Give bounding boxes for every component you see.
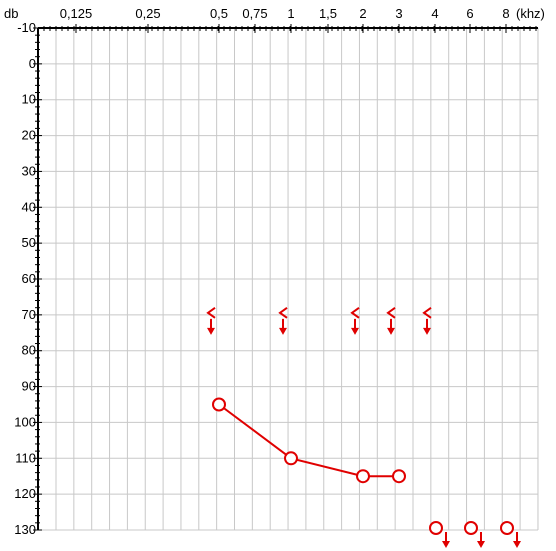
no-response-arrow-head <box>387 327 395 335</box>
no-response-arrow-head <box>279 327 287 335</box>
y-tick-label: 30 <box>22 163 36 178</box>
x-tick-label: 3 <box>395 6 402 21</box>
x-tick-label: 8 <box>502 6 509 21</box>
no-response-arrow-head <box>513 541 521 548</box>
y-unit-label: db <box>4 6 18 21</box>
x-tick-label: 0,125 <box>60 6 93 21</box>
data-point-circle <box>212 397 226 412</box>
no-response-arrow-head <box>423 327 431 335</box>
no-response-arrow-head <box>207 327 215 335</box>
data-point-circle <box>464 521 478 535</box>
x-tick-label: 6 <box>466 6 473 21</box>
y-tick-label: 20 <box>22 128 36 143</box>
series-line <box>218 403 399 478</box>
data-point-circle <box>500 521 514 535</box>
x-unit-label: (khz) <box>516 6 545 21</box>
y-tick-label: 100 <box>14 414 36 429</box>
y-tick-label: 40 <box>22 199 36 214</box>
y-tick-label: 120 <box>14 486 36 501</box>
x-tick-label: 1 <box>287 6 294 21</box>
x-tick-label: 0,75 <box>242 6 267 21</box>
y-tick-label: 0 <box>29 56 36 71</box>
data-series <box>206 307 521 548</box>
no-response-arrow-head <box>477 541 485 548</box>
no-response-arrow-head <box>351 327 359 335</box>
y-tick-label: 130 <box>14 522 36 537</box>
y-tick-label: 50 <box>22 235 36 250</box>
bone-conduction-symbol <box>278 307 288 319</box>
y-tick-label: 10 <box>22 92 36 107</box>
x-tick-label: 0,25 <box>135 6 160 21</box>
axes <box>33 24 538 531</box>
bone-conduction-symbol <box>206 307 216 319</box>
x-tick-label: 0,5 <box>210 6 228 21</box>
y-tick-label: 90 <box>22 379 36 394</box>
data-point-circle <box>284 451 298 466</box>
data-point-circle <box>429 521 443 535</box>
y-tick-label: 110 <box>15 450 36 465</box>
y-tick-label: 60 <box>22 271 36 286</box>
y-tick-label: 80 <box>22 343 36 358</box>
x-tick-label: 4 <box>431 6 438 21</box>
data-point-circle <box>392 469 406 484</box>
y-tick-label: 70 <box>22 307 36 322</box>
bone-conduction-symbol <box>422 307 432 319</box>
tick-labels: -10 0 10 20 30 40 50 60 70 80 90 100 110 120 130 0,125 0… <box>4 6 545 537</box>
series-circle <box>212 397 406 484</box>
series-circle-no-response <box>429 521 521 548</box>
bone-conduction-symbol <box>350 307 360 319</box>
x-tick-label: 2 <box>359 6 366 21</box>
series-bone-left-no-response <box>206 307 432 335</box>
no-response-arrow-head <box>442 541 450 548</box>
data-point-circle <box>356 469 370 484</box>
y-tick-label: -10 <box>17 20 36 35</box>
x-tick-label: 1,5 <box>319 6 337 21</box>
bone-conduction-symbol <box>386 307 396 319</box>
